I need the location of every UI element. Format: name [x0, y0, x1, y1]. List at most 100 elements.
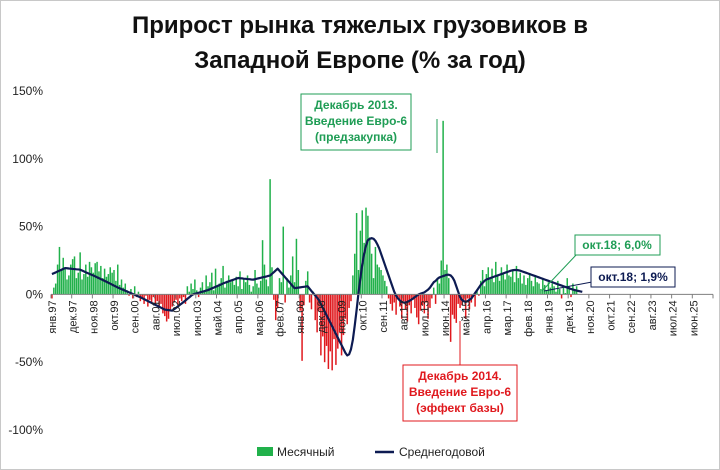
x-tick-label: дек.97	[68, 300, 80, 333]
bar	[171, 294, 174, 307]
x-tick-label: июл.13	[419, 300, 431, 336]
x-tick-label: авг.23	[647, 300, 659, 330]
bar	[540, 288, 542, 295]
bar	[69, 264, 72, 295]
x-tick-label: фев.07	[275, 300, 287, 336]
bar	[542, 279, 544, 295]
bar	[192, 288, 194, 295]
bar	[276, 294, 279, 308]
bar	[53, 287, 55, 295]
bar	[338, 294, 341, 333]
bar	[239, 271, 241, 295]
bar	[301, 294, 303, 361]
bar	[211, 272, 213, 295]
bar	[431, 294, 433, 299]
bar	[361, 210, 363, 295]
bar	[444, 269, 446, 295]
x-tick-label: сен.22	[626, 300, 638, 333]
y-tick-label: 150%	[12, 84, 43, 98]
bar	[158, 294, 160, 308]
annotation-dec-2014: Декабрь 2014. Введение Евро-6 (эффект ба…	[402, 321, 518, 422]
bar	[513, 282, 516, 295]
bar	[220, 278, 222, 295]
x-tick-label: янв.08	[295, 300, 307, 333]
bar	[532, 286, 535, 295]
x-tick-label: дек.08	[316, 300, 328, 333]
bar	[310, 294, 313, 310]
bar	[410, 294, 412, 314]
annotation-oct18-average: окт.18; 1,9%	[543, 266, 676, 292]
bar	[528, 274, 531, 295]
bar	[194, 279, 196, 295]
bar	[455, 294, 458, 323]
bar	[79, 252, 81, 295]
bar	[367, 215, 369, 295]
bar	[483, 286, 486, 295]
bar	[199, 287, 202, 295]
bar	[284, 294, 286, 303]
bar	[85, 264, 87, 295]
bar	[120, 279, 123, 295]
bar	[101, 278, 104, 295]
bar	[342, 294, 345, 336]
bar	[256, 283, 258, 295]
bar	[165, 294, 168, 322]
bar	[88, 261, 91, 295]
bar	[562, 287, 565, 295]
bar	[130, 288, 132, 295]
bar	[495, 261, 497, 295]
bar	[250, 291, 253, 295]
bar	[177, 294, 179, 306]
y-tick-label: 100%	[12, 152, 43, 166]
x-tick-label: янв.19	[543, 300, 555, 333]
bar	[218, 283, 221, 295]
x-tick-label: июн.14	[440, 300, 452, 336]
bar	[357, 269, 360, 295]
bar	[62, 257, 64, 295]
bar	[81, 279, 83, 295]
bar	[536, 282, 538, 295]
bar	[190, 283, 192, 295]
bar	[320, 294, 322, 356]
bar	[502, 272, 505, 295]
bar	[570, 294, 572, 298]
bar	[355, 213, 358, 295]
bar	[384, 280, 386, 295]
bar	[453, 294, 456, 319]
bar	[425, 294, 427, 303]
bar	[449, 294, 452, 342]
bar	[233, 284, 236, 295]
bar	[269, 179, 271, 295]
bar	[558, 288, 561, 295]
bar	[107, 274, 110, 295]
bar	[510, 276, 512, 295]
bar	[252, 286, 254, 295]
bar	[248, 284, 251, 295]
bar	[459, 294, 461, 308]
bar	[162, 294, 164, 314]
x-tick-label: окт.99	[109, 300, 121, 330]
bar	[517, 278, 520, 295]
bar	[197, 294, 200, 298]
bar	[226, 280, 228, 295]
bar	[519, 272, 521, 295]
bar	[306, 271, 309, 295]
bar	[241, 288, 243, 295]
bar	[288, 287, 290, 295]
bar	[98, 271, 100, 295]
bar	[397, 294, 399, 299]
bar	[557, 280, 559, 295]
bar	[372, 278, 375, 295]
bar	[64, 267, 66, 295]
bar	[141, 294, 143, 299]
bar	[479, 280, 482, 295]
bar	[60, 269, 63, 295]
bar	[83, 274, 85, 295]
bar	[421, 294, 424, 306]
y-tick-label: -50%	[15, 355, 43, 369]
bar	[387, 294, 390, 299]
bar	[113, 269, 115, 295]
x-tick-label: сен.00	[130, 300, 142, 333]
